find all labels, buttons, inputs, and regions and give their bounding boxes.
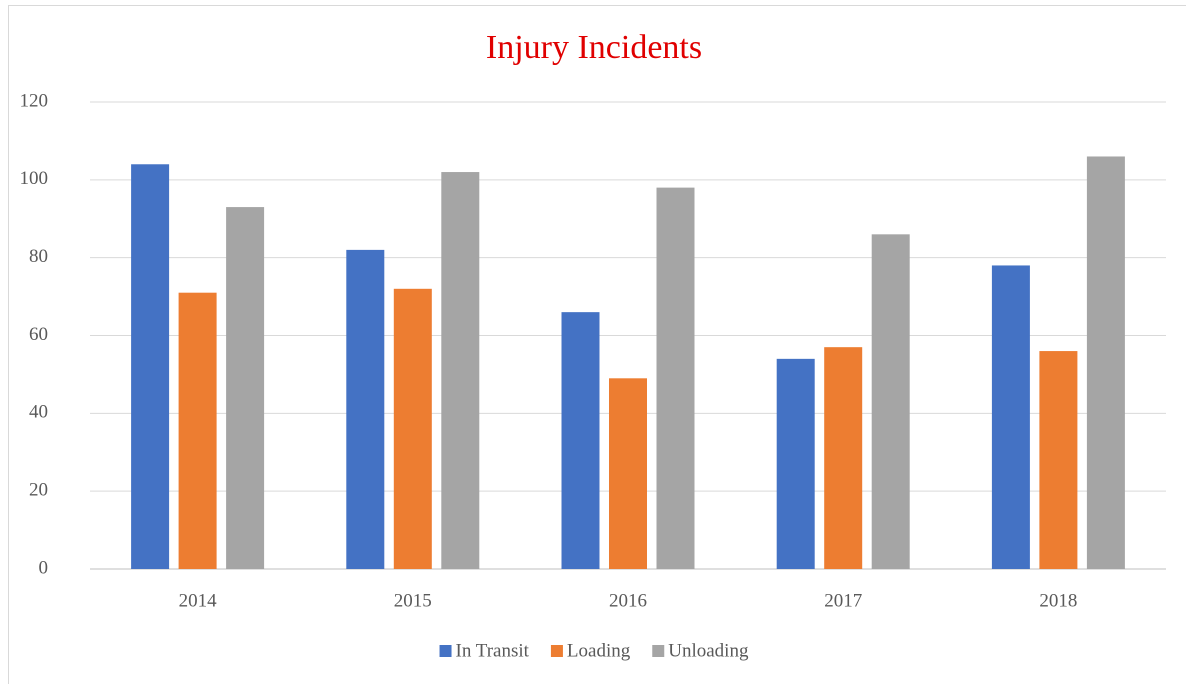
bar <box>1039 351 1078 569</box>
chart-title: Injury Incidents <box>486 29 702 66</box>
y-tick-label: 80 <box>29 246 48 267</box>
bar <box>991 265 1030 569</box>
y-tick-label: 100 <box>20 168 49 189</box>
bar <box>609 378 647 569</box>
bar <box>824 347 863 569</box>
y-tick-label: 20 <box>29 480 48 501</box>
legend-swatch <box>652 645 665 657</box>
y-tick-label: 60 <box>29 324 48 345</box>
y-tick-label: 120 <box>20 90 49 111</box>
bar <box>346 249 385 569</box>
bar <box>1086 156 1125 569</box>
bar <box>871 234 910 570</box>
y-tick-label: 0 <box>39 557 49 578</box>
legend-label: In Transit <box>456 640 530 661</box>
legend-label: Loading <box>567 640 631 661</box>
bar <box>776 358 815 569</box>
bar <box>656 187 695 569</box>
bar <box>178 292 217 569</box>
bar <box>561 312 600 569</box>
chart-border <box>8 5 1186 684</box>
bar <box>393 288 432 569</box>
legend-swatch <box>550 645 563 657</box>
bar <box>131 164 170 569</box>
bar <box>441 172 480 570</box>
x-tick-label: 2015 <box>394 590 432 611</box>
x-tick-label: 2014 <box>179 590 218 611</box>
bar <box>226 207 265 569</box>
x-tick-label: 2016 <box>609 590 647 611</box>
legend-swatch <box>439 645 452 657</box>
y-tick-label: 40 <box>29 402 48 423</box>
x-tick-label: 2017 <box>824 590 862 611</box>
x-tick-label: 2018 <box>1039 590 1077 611</box>
legend-label: Unloading <box>668 640 749 661</box>
